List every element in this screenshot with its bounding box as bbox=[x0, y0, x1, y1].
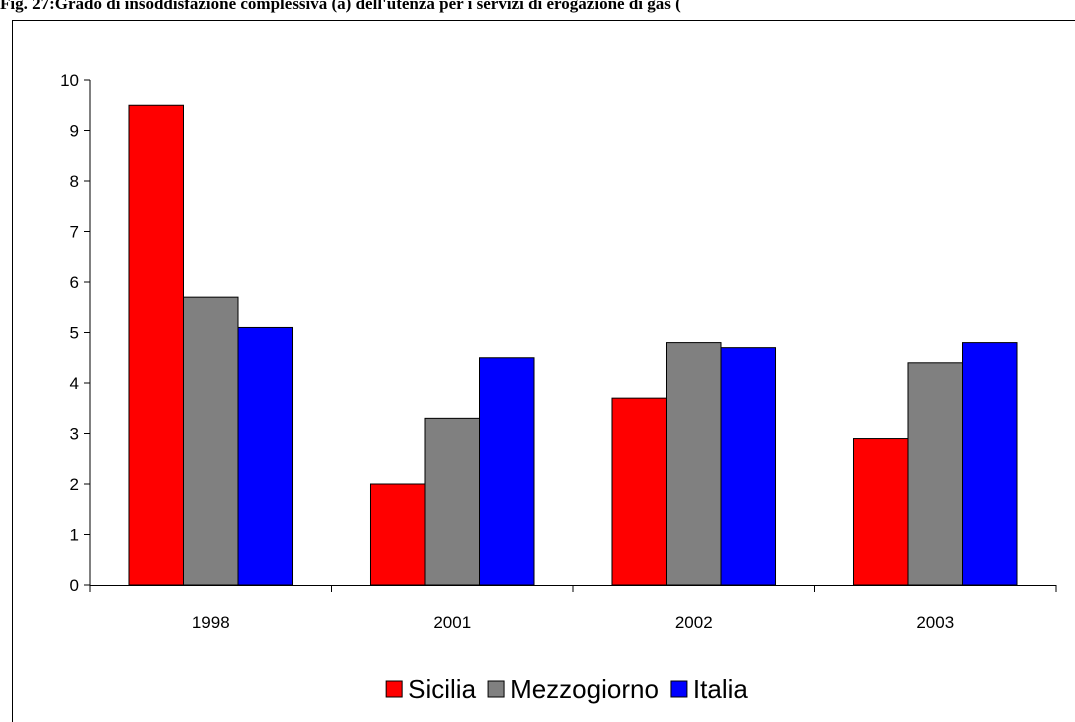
x-tick-label: 2002 bbox=[675, 613, 713, 632]
legend-swatch bbox=[385, 680, 403, 698]
chart-title: Fig. 27:Grado di insoddisfazione comples… bbox=[0, 0, 681, 13]
y-tick-label: 3 bbox=[70, 425, 79, 444]
legend-swatch bbox=[487, 680, 505, 698]
bar bbox=[611, 397, 667, 586]
bar bbox=[369, 483, 426, 586]
legend-label: Mezzogiorno bbox=[510, 674, 659, 704]
bar bbox=[907, 362, 964, 586]
y-tick-label: 4 bbox=[70, 374, 79, 393]
bar bbox=[720, 347, 777, 586]
bar bbox=[962, 342, 1018, 586]
legend-label: Italia bbox=[693, 674, 748, 704]
y-tick-label: 10 bbox=[60, 71, 79, 90]
bar bbox=[852, 438, 909, 586]
y-tick-label: 2 bbox=[70, 475, 79, 494]
x-tick-label: 2003 bbox=[916, 613, 954, 632]
bar bbox=[182, 296, 239, 586]
bar bbox=[424, 417, 481, 586]
legend-label: Sicilia bbox=[408, 674, 476, 704]
y-tick-label: 1 bbox=[70, 526, 79, 545]
x-tick-label: 1998 bbox=[192, 613, 230, 632]
y-tick-label: 9 bbox=[70, 122, 79, 141]
bar bbox=[479, 357, 535, 586]
y-tick-label: 5 bbox=[70, 324, 79, 343]
y-tick-label: 0 bbox=[70, 576, 79, 595]
x-tick-label: 2001 bbox=[433, 613, 471, 632]
y-tick-label: 6 bbox=[70, 273, 79, 292]
legend-swatch bbox=[670, 680, 688, 698]
y-tick-label: 7 bbox=[70, 223, 79, 242]
y-tick-label: 8 bbox=[70, 172, 79, 191]
bar bbox=[237, 326, 294, 586]
bar bbox=[665, 342, 722, 586]
bar bbox=[128, 104, 184, 586]
